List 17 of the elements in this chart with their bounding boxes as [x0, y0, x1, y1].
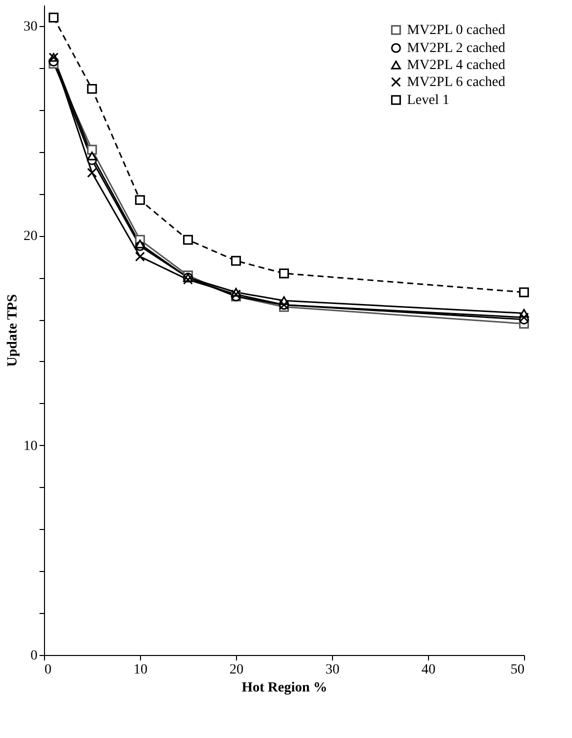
y-tick-label: 10 [24, 438, 38, 454]
x-tick-label: 40 [422, 662, 436, 678]
x-axis-title: Hot Region % [242, 680, 328, 696]
x-tick-label: 30 [326, 662, 340, 678]
y-tick-label: 0 [30, 648, 38, 664]
legend-label: MV2PL 2 cached [407, 41, 506, 56]
x-tick-label: 50 [510, 662, 524, 678]
x-tick-label: 10 [134, 662, 148, 678]
legend-label: Level 1 [407, 93, 450, 108]
x-tick-label: 0 [44, 662, 52, 678]
legend-label: MV2PL 0 cached [407, 23, 506, 38]
y-tick-label: 20 [24, 229, 38, 244]
y-axis-title: Update TPS [6, 294, 20, 367]
legend-label: MV2PL 4 cached [407, 58, 506, 73]
y-tick-label: 30 [24, 19, 38, 34]
legend-label: MV2PL 6 cached [407, 75, 506, 90]
x-tick-label: 20 [230, 662, 244, 678]
